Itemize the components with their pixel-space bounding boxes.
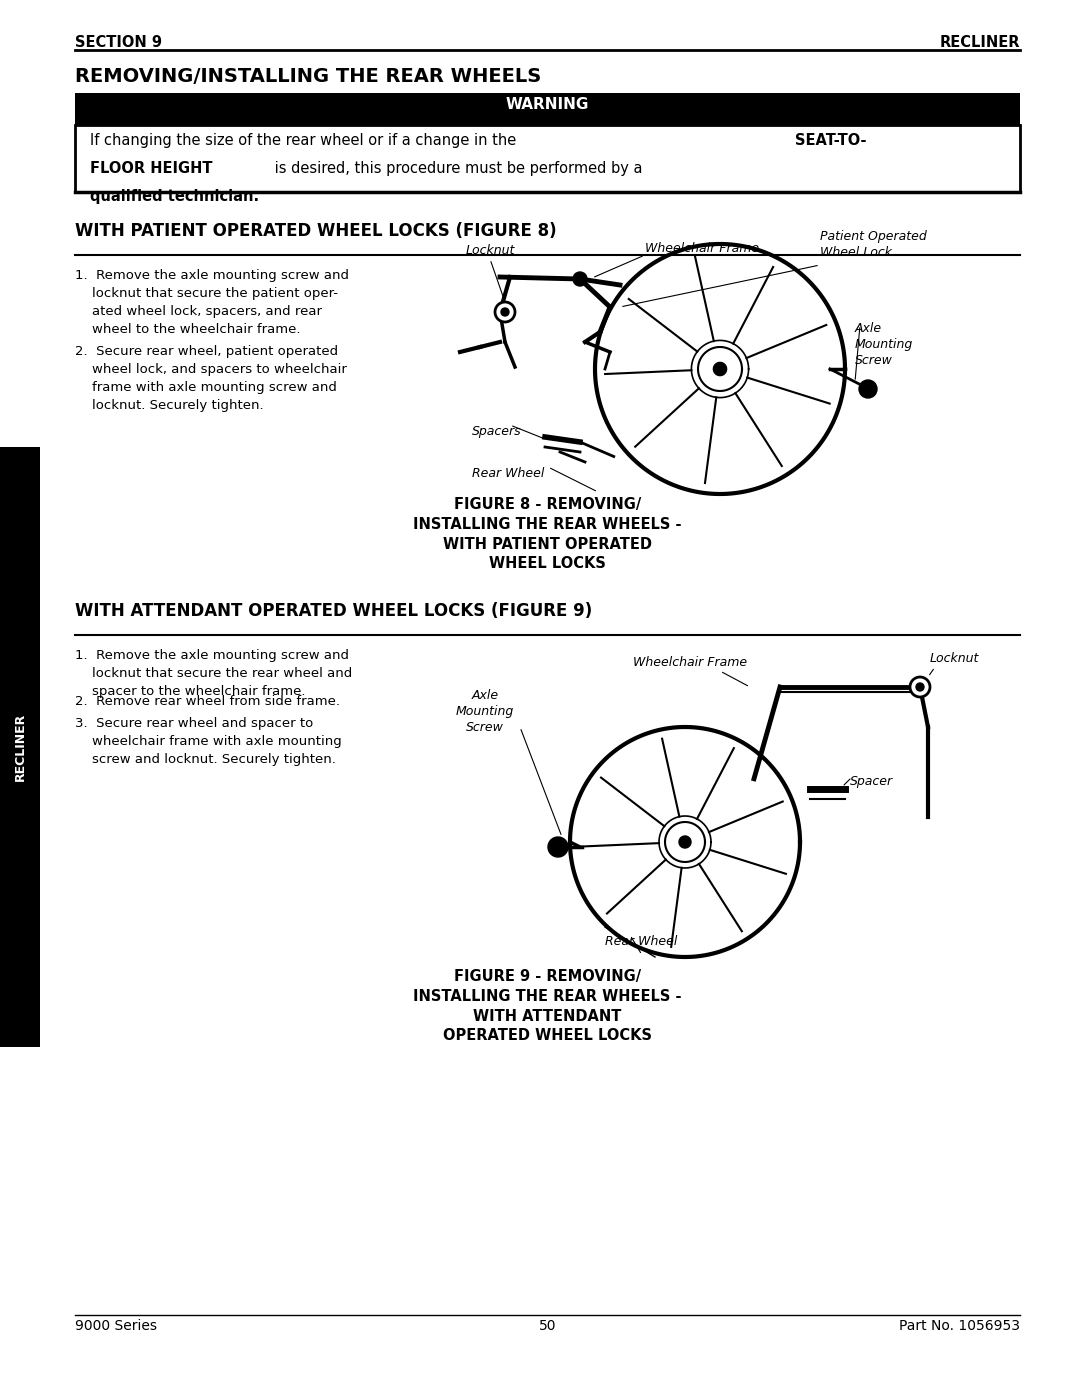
Text: 9000 Series: 9000 Series: [75, 1319, 157, 1333]
Text: Spacer: Spacer: [850, 775, 893, 788]
Text: WITH ATTENDANT OPERATED WHEEL LOCKS (FIGURE 9): WITH ATTENDANT OPERATED WHEEL LOCKS (FIG…: [75, 602, 592, 620]
Text: Axle
Mounting
Screw: Axle Mounting Screw: [456, 689, 514, 733]
Polygon shape: [679, 835, 691, 848]
Text: Wheelchair Frame: Wheelchair Frame: [645, 242, 759, 256]
Text: Rear Wheel: Rear Wheel: [472, 467, 544, 481]
Text: Rear Wheel: Rear Wheel: [605, 935, 677, 949]
Circle shape: [495, 302, 515, 321]
Text: Part No. 1056953: Part No. 1056953: [899, 1319, 1020, 1333]
Text: FIGURE 9 - REMOVING/
INSTALLING THE REAR WHEELS -
WITH ATTENDANT
OPERATED WHEEL : FIGURE 9 - REMOVING/ INSTALLING THE REAR…: [414, 970, 681, 1044]
Bar: [0, 447, 40, 1046]
Circle shape: [548, 837, 568, 856]
Text: Spacers: Spacers: [472, 425, 522, 439]
Text: 1.  Remove the axle mounting screw and
    locknut that secure the patient oper-: 1. Remove the axle mounting screw and lo…: [75, 270, 349, 337]
Text: 50: 50: [539, 1319, 556, 1333]
Text: Axle
Mounting
Screw: Axle Mounting Screw: [855, 321, 914, 367]
Text: Patient Operated
Wheel Lock: Patient Operated Wheel Lock: [820, 231, 927, 258]
Text: is desired, this procedure must be performed by a: is desired, this procedure must be perfo…: [270, 161, 643, 176]
Text: 1.  Remove the axle mounting screw and
    locknut that secure the rear wheel an: 1. Remove the axle mounting screw and lo…: [75, 650, 352, 698]
Text: If changing the size of the rear wheel or if a change in the: If changing the size of the rear wheel o…: [90, 133, 521, 148]
Text: RECLINER: RECLINER: [940, 35, 1020, 50]
Text: 2.  Remove rear wheel from side frame.: 2. Remove rear wheel from side frame.: [75, 694, 340, 708]
Circle shape: [573, 272, 588, 286]
Text: 3.  Secure rear wheel and spacer to
    wheelchair frame with axle mounting
    : 3. Secure rear wheel and spacer to wheel…: [75, 717, 341, 766]
Bar: [75, 94, 1020, 124]
Text: WITH PATIENT OPERATED WHEEL LOCKS (FIGURE 8): WITH PATIENT OPERATED WHEEL LOCKS (FIGUR…: [75, 222, 556, 240]
Text: Locknut: Locknut: [465, 244, 515, 257]
Text: REMOVING/INSTALLING THE REAR WHEELS: REMOVING/INSTALLING THE REAR WHEELS: [75, 67, 541, 87]
Text: FIGURE 8 - REMOVING/
INSTALLING THE REAR WHEELS -
WITH PATIENT OPERATED
WHEEL LO: FIGURE 8 - REMOVING/ INSTALLING THE REAR…: [414, 497, 681, 571]
Polygon shape: [714, 362, 727, 376]
Circle shape: [859, 380, 877, 398]
Circle shape: [916, 683, 924, 692]
Circle shape: [501, 307, 509, 316]
Text: Wheelchair Frame: Wheelchair Frame: [633, 657, 747, 669]
Text: Locknut: Locknut: [930, 652, 980, 665]
Bar: [75, 124, 1020, 191]
Text: FLOOR HEIGHT: FLOOR HEIGHT: [90, 161, 213, 176]
Text: SECTION 9: SECTION 9: [75, 35, 162, 50]
Text: qualified technician.: qualified technician.: [90, 189, 259, 204]
Text: NOTE: If replacing the same size rear wheel, this procedure is performed.: NOTE: If replacing the same size rear wh…: [75, 96, 585, 110]
Text: WARNING: WARNING: [505, 96, 590, 112]
Text: 2.  Secure rear wheel, patient operated
    wheel lock, and spacers to wheelchai: 2. Secure rear wheel, patient operated w…: [75, 345, 347, 412]
Circle shape: [910, 678, 930, 697]
Text: RECLINER: RECLINER: [13, 712, 27, 781]
Text: SEAT-TO-: SEAT-TO-: [795, 133, 866, 148]
